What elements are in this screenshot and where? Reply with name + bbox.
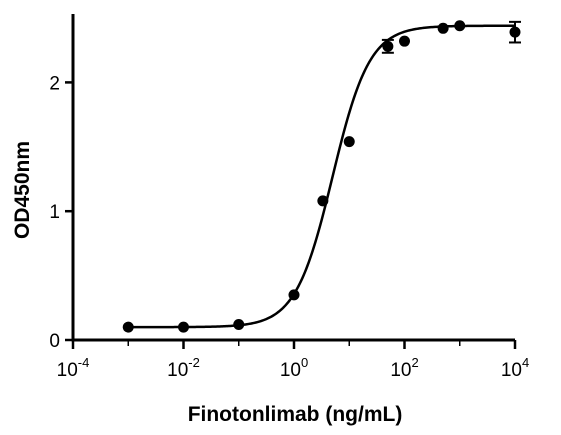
data-point (178, 321, 189, 333)
x-tick-label: 10-2 (167, 355, 200, 381)
data-point (122, 321, 134, 333)
y-tick-label: 0 (49, 331, 60, 352)
y-tick-label: 2 (49, 73, 60, 94)
data-point (382, 40, 394, 52)
fit-curve (128, 24, 515, 329)
data-point (454, 20, 466, 32)
x-tick-label: 100 (280, 355, 308, 381)
y-axis-title: OD450nm (11, 141, 34, 239)
data-point (437, 22, 449, 34)
data-points (122, 20, 521, 333)
x-ticks: 10-4 10-2 100 102 104 (57, 340, 529, 381)
data-point (317, 195, 329, 207)
x-tick-label: 10-4 (57, 355, 90, 381)
y-ticks: 0 1 2 (49, 73, 73, 352)
x-tick-label: 102 (390, 355, 418, 381)
x-tick-label: 104 (501, 355, 529, 381)
data-point (233, 319, 245, 331)
data-point (343, 136, 355, 148)
x-axis-title: Finotonlimab (ng/mL) (188, 403, 403, 426)
data-point (399, 35, 410, 47)
data-point (288, 289, 300, 301)
y-tick-label: 1 (49, 202, 60, 223)
data-point (509, 26, 521, 38)
